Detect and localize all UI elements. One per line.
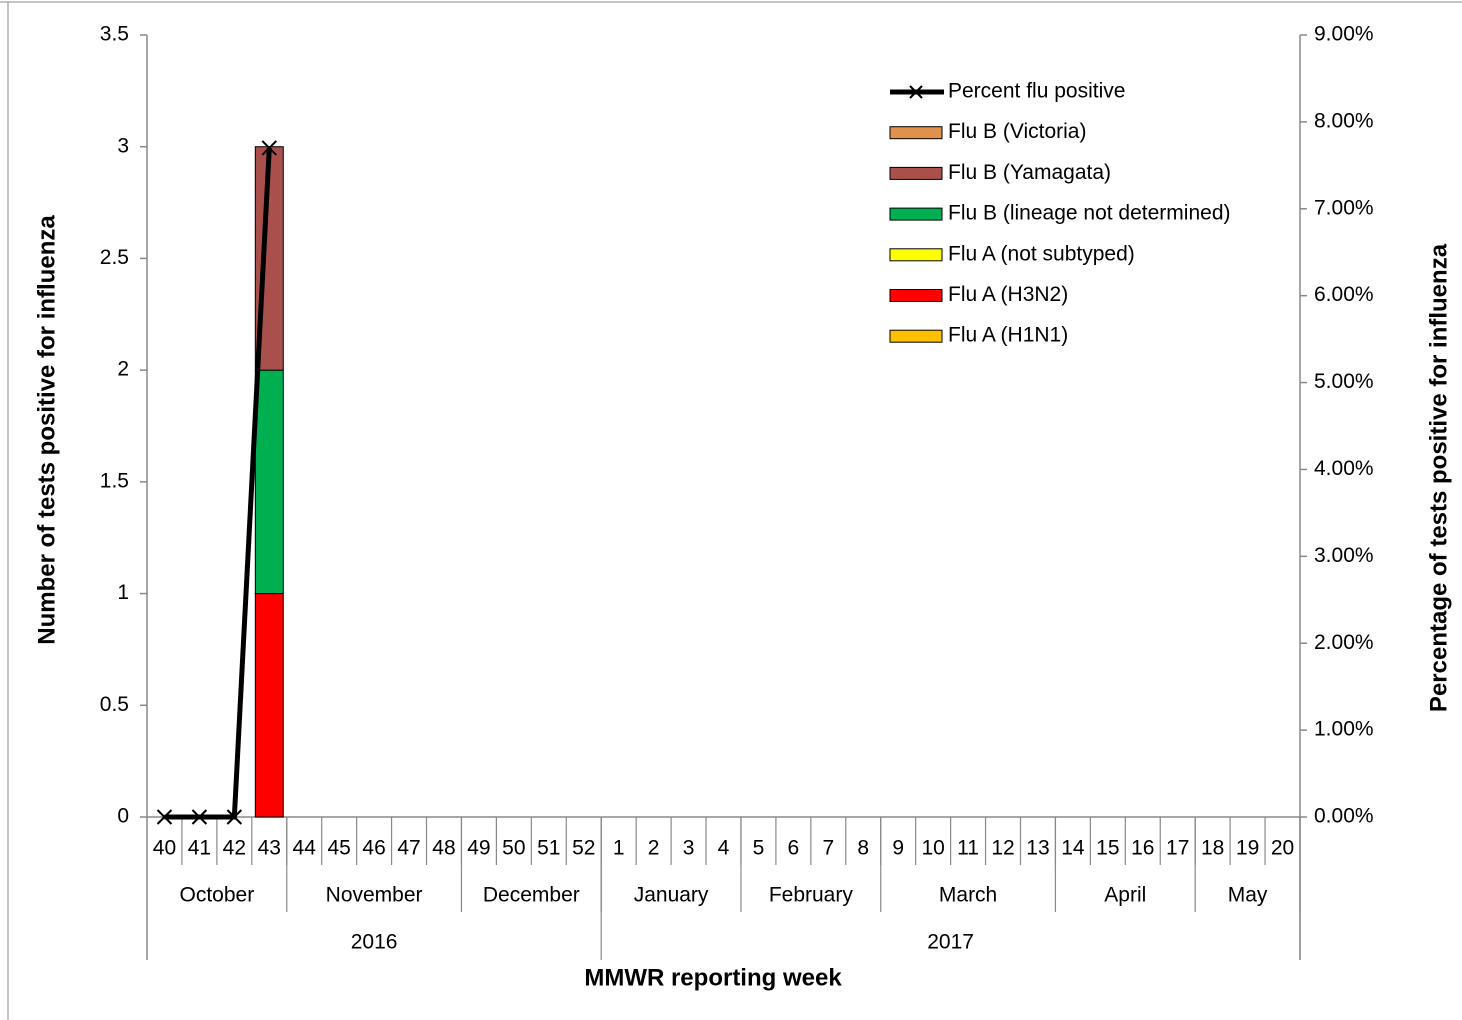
- y2-tick-label: 0.00%: [1314, 805, 1374, 828]
- legend-label: Flu A (not subtyped): [948, 242, 1135, 265]
- x-tick-label: 4: [718, 837, 730, 860]
- line-marker: [156, 809, 173, 825]
- legend-label: Flu B (Victoria): [948, 120, 1086, 143]
- x-tick-label: 17: [1166, 837, 1189, 860]
- y2-tick-label: 8.00%: [1314, 109, 1374, 132]
- x-tick-label: 20: [1271, 837, 1294, 860]
- line-marker: [191, 809, 208, 825]
- legend-swatch: [889, 207, 943, 221]
- x-tick-label: 40: [153, 837, 176, 860]
- x-tick-label: 49: [467, 837, 490, 860]
- x-tick-label: 47: [397, 837, 420, 860]
- line: [164, 147, 272, 820]
- group-label: February: [769, 884, 854, 907]
- group-label: November: [326, 884, 423, 907]
- x-tick-label: 44: [293, 837, 317, 860]
- group-label: March: [939, 884, 997, 907]
- x-tick-label: 8: [857, 837, 869, 860]
- y2-tick-label: 9.00%: [1314, 23, 1374, 46]
- y-tick-label: 2: [117, 358, 129, 381]
- line-marker: [226, 809, 243, 825]
- x-tick-label: 42: [223, 837, 246, 860]
- legend-label: Flu B (Yamagata): [948, 161, 1111, 184]
- group-label: 2017: [927, 931, 974, 954]
- x-tick-label: 18: [1201, 837, 1224, 860]
- y-tick-label: 3.5: [100, 23, 129, 46]
- line-marker: [261, 140, 277, 156]
- x-tick-label: 46: [362, 837, 385, 860]
- legend-swatch: [889, 248, 943, 262]
- legend-swatch: [889, 289, 943, 302]
- x-axis-title: MMWR reporting week: [584, 964, 842, 991]
- legend-swatch: [889, 329, 943, 343]
- x-tick-label: 45: [327, 837, 350, 860]
- y2-tick-label: 3.00%: [1314, 544, 1374, 567]
- legend-label: Flu B (lineage not determined): [948, 202, 1231, 225]
- y2-tick-label: 2.00%: [1314, 631, 1374, 654]
- y-tick-label: 2.5: [100, 246, 129, 269]
- bar: [254, 369, 284, 595]
- group-label: January: [634, 884, 709, 907]
- group-label: April: [1104, 884, 1146, 907]
- x-tick-label: 2: [648, 837, 660, 860]
- x-tick-label: 10: [921, 837, 944, 860]
- x-tick-label: 19: [1236, 837, 1259, 860]
- legend-label: Percent flu positive: [948, 80, 1125, 103]
- group-label: 2016: [351, 931, 398, 954]
- legend-label: Flu A (H1N1): [948, 324, 1068, 347]
- y-tick-label: 1.5: [100, 469, 129, 492]
- x-tick-label: 14: [1061, 837, 1085, 860]
- x-tick-label: 41: [188, 837, 211, 860]
- y-tick-label: 0.5: [100, 693, 129, 716]
- x-tick-label: 1: [613, 837, 625, 860]
- y2-tick-label: 6.00%: [1314, 283, 1374, 306]
- x-tick-label: 9: [892, 837, 904, 860]
- group-label: December: [483, 884, 580, 907]
- group-label: October: [180, 884, 255, 907]
- legend-marker: [909, 85, 923, 99]
- x-tick-label: 3: [683, 837, 695, 860]
- bar: [254, 593, 284, 818]
- x-tick-label: 43: [258, 837, 281, 860]
- x-tick-label: 6: [788, 837, 800, 860]
- y2-tick-label: 5.00%: [1314, 370, 1374, 393]
- y2-tick-label: 7.00%: [1314, 196, 1374, 219]
- y2-tick-label: 1.00%: [1314, 718, 1374, 741]
- legend-swatch: [889, 166, 943, 180]
- x-tick-label: 7: [822, 837, 834, 860]
- group-label: May: [1228, 884, 1268, 907]
- x-tick-label: 51: [537, 837, 560, 860]
- x-tick-label: 15: [1096, 837, 1119, 860]
- x-tick-label: 5: [753, 837, 765, 860]
- y-tick-label: 3: [117, 134, 129, 157]
- y-axis-title: Number of tests positive for influenza: [33, 215, 60, 645]
- legend-label: Flu A (H3N2): [948, 283, 1068, 306]
- x-tick-label: 52: [572, 837, 595, 860]
- x-tick-label: 16: [1131, 837, 1154, 860]
- x-tick-label: 13: [1026, 837, 1049, 860]
- x-tick-label: 48: [432, 837, 455, 860]
- y2-axis-title: Percentage of tests positive for influen…: [1425, 243, 1452, 712]
- x-tick-label: 50: [502, 837, 525, 860]
- y-tick-label: 1: [117, 581, 129, 604]
- y2-tick-label: 4.00%: [1314, 457, 1374, 480]
- x-tick-label: 11: [957, 837, 979, 860]
- y-tick-label: 0: [117, 805, 129, 828]
- legend-swatch: [889, 126, 943, 140]
- x-tick-label: 12: [991, 837, 1014, 860]
